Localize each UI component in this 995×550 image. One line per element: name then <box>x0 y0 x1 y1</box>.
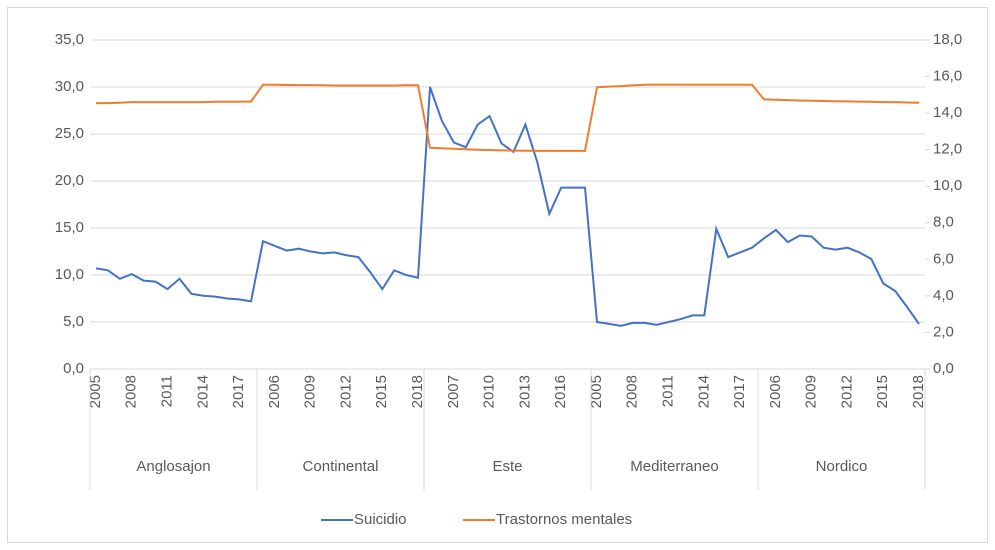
y2-tick-label: 18,0 <box>933 31 962 48</box>
x-tick-label: 2009 <box>803 375 820 408</box>
series-line <box>95 86 920 327</box>
x-tick-label: 2010 <box>481 375 498 408</box>
legend-label: Trastornos mentales <box>496 511 632 528</box>
series-line <box>96 83 920 152</box>
y2-tick-label: 14,0 <box>933 104 962 121</box>
x-tick-label: 2015 <box>874 375 891 408</box>
y-tick-label: 10,0 <box>55 266 84 283</box>
y2-tick-label: 12,0 <box>933 141 962 158</box>
x-tick-label: 2006 <box>266 375 283 408</box>
group-label: Mediterraneo <box>630 458 718 475</box>
y2-tick-label: 0,0 <box>933 360 954 377</box>
y-tick-label: 5,0 <box>63 313 84 330</box>
x-tick-label: 2005 <box>588 375 605 408</box>
x-tick-label: 2009 <box>302 375 319 408</box>
group-label: Nordico <box>816 458 868 475</box>
x-tick-label: 2014 <box>695 375 712 408</box>
x-tick-label: 2008 <box>624 375 641 408</box>
y-tick-label: 30,0 <box>55 78 84 95</box>
y2-tick-label: 10,0 <box>933 177 962 194</box>
y-tick-label: 20,0 <box>55 172 84 189</box>
x-tick-label: 2012 <box>838 375 855 408</box>
x-tick-label: 2008 <box>123 375 140 408</box>
y-tick-label: 0,0 <box>63 360 84 377</box>
x-tick-label: 2005 <box>87 375 104 408</box>
x-tick-label: 2015 <box>373 375 390 408</box>
x-tick-label: 2006 <box>767 375 784 408</box>
group-label: Este <box>492 458 522 475</box>
y-tick-label: 35,0 <box>55 31 84 48</box>
x-tick-label: 2016 <box>552 375 569 408</box>
y2-tick-label: 16,0 <box>933 68 962 85</box>
x-tick-label: 2011 <box>159 375 176 407</box>
x-tick-label: 2012 <box>337 375 354 408</box>
x-tick-label: 2007 <box>445 375 462 408</box>
y-tick-label: 15,0 <box>55 219 84 236</box>
x-tick-label: 2011 <box>660 375 677 407</box>
y2-tick-label: 2,0 <box>933 323 954 340</box>
y2-tick-label: 4,0 <box>933 287 954 304</box>
x-tick-label: 2018 <box>910 375 927 408</box>
y-tick-label: 25,0 <box>55 125 84 142</box>
y2-tick-label: 8,0 <box>933 214 954 231</box>
x-tick-label: 2013 <box>516 375 533 408</box>
legend-label: Suicidio <box>354 511 407 528</box>
x-tick-label: 2014 <box>194 375 211 408</box>
x-tick-label: 2017 <box>230 375 247 408</box>
x-tick-label: 2018 <box>409 375 426 408</box>
x-tick-label: 2017 <box>731 375 748 408</box>
group-label: Continental <box>303 458 379 475</box>
y2-tick-label: 6,0 <box>933 250 954 267</box>
group-label: Anglosajon <box>136 458 210 475</box>
